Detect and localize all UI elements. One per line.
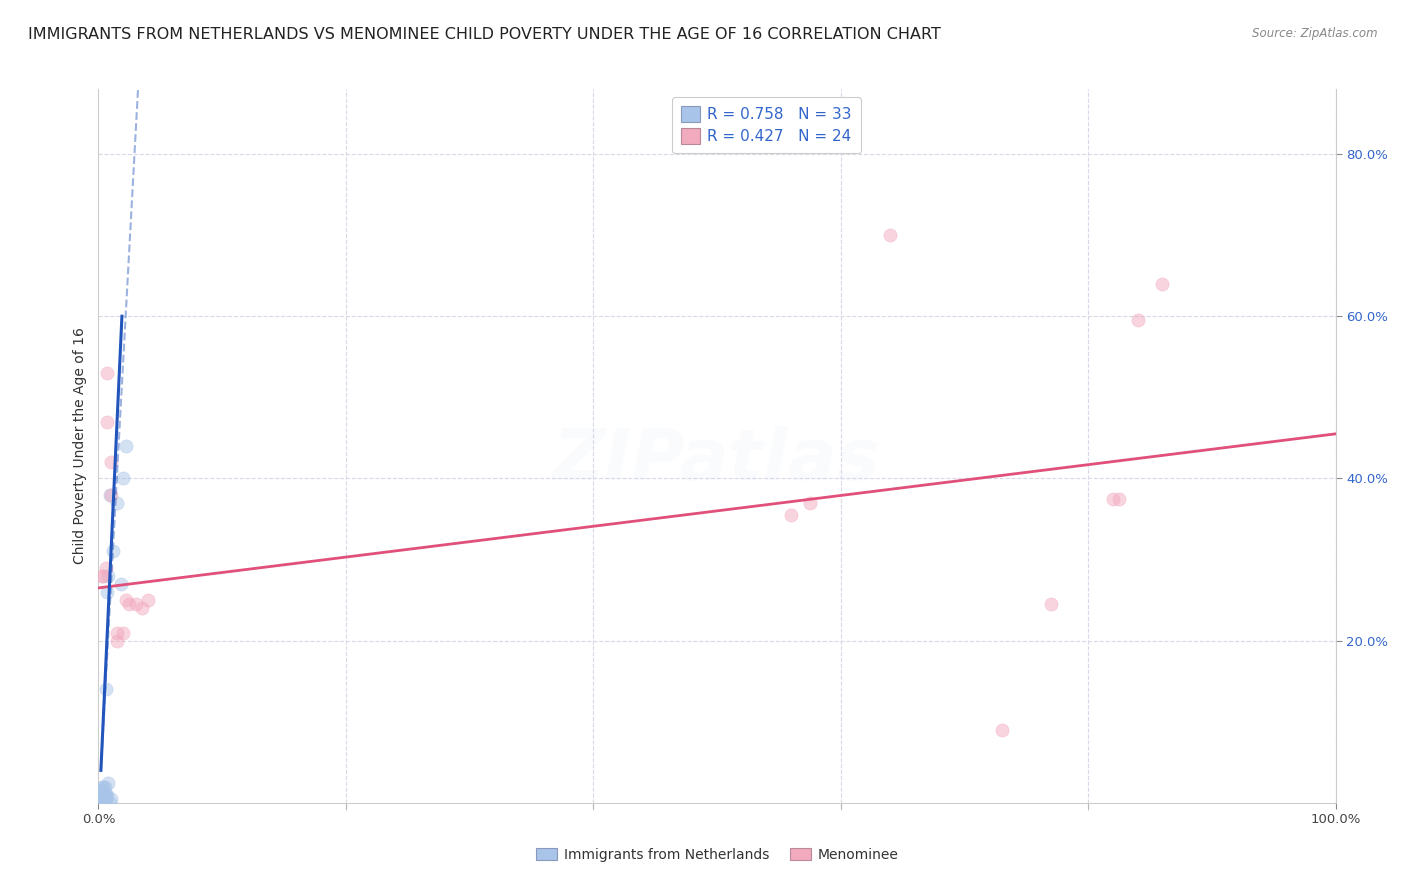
Point: [105, 633, 128, 648]
Point: [97, 775, 120, 789]
Point: [131, 601, 153, 615]
Point: [93, 780, 115, 794]
Point: [91, 568, 114, 582]
Point: [93, 796, 115, 810]
Point: [1108, 491, 1130, 506]
Point: [105, 625, 128, 640]
Text: IMMIGRANTS FROM NETHERLANDS VS MENOMINEE CHILD POVERTY UNDER THE AGE OF 16 CORRE: IMMIGRANTS FROM NETHERLANDS VS MENOMINEE…: [28, 27, 941, 42]
Y-axis label: Child Poverty Under the Age of 16: Child Poverty Under the Age of 16: [73, 327, 87, 565]
Point: [98, 796, 121, 810]
Point: [110, 577, 132, 591]
Point: [93, 568, 115, 582]
Point: [1126, 313, 1149, 327]
Point: [799, 496, 821, 510]
Point: [93, 796, 115, 810]
Point: [93, 791, 115, 805]
Point: [89, 788, 111, 802]
Point: [93, 788, 115, 802]
Point: [94, 788, 117, 802]
Point: [112, 471, 135, 485]
Point: [93, 780, 115, 794]
Point: [96, 585, 118, 599]
Point: [114, 439, 136, 453]
Point: [1152, 277, 1174, 291]
Point: [1102, 491, 1125, 506]
Point: [124, 597, 146, 611]
Point: [1040, 597, 1063, 611]
Point: [97, 568, 120, 582]
Point: [93, 791, 115, 805]
Point: [879, 228, 901, 243]
Point: [91, 780, 114, 794]
Point: [94, 791, 117, 805]
Point: [91, 788, 114, 802]
Point: [100, 455, 122, 469]
Point: [91, 796, 114, 810]
Point: [100, 791, 122, 805]
Point: [112, 625, 135, 640]
Point: [105, 496, 128, 510]
Point: [96, 788, 118, 802]
Text: ZIPatlas: ZIPatlas: [554, 425, 880, 495]
Point: [103, 544, 125, 558]
Point: [96, 366, 118, 380]
Point: [91, 791, 114, 805]
Point: [96, 415, 118, 429]
Point: [90, 783, 112, 797]
Point: [93, 788, 115, 802]
Point: [90, 796, 112, 810]
Point: [990, 723, 1012, 737]
Text: Source: ZipAtlas.com: Source: ZipAtlas.com: [1253, 27, 1378, 40]
Point: [94, 682, 117, 697]
Point: [91, 783, 114, 797]
Point: [780, 508, 803, 522]
Point: [94, 560, 117, 574]
Point: [98, 488, 121, 502]
Point: [89, 791, 111, 805]
Point: [136, 593, 159, 607]
Point: [100, 488, 122, 502]
Point: [90, 791, 112, 805]
Legend: Immigrants from Netherlands, Menominee: Immigrants from Netherlands, Menominee: [530, 842, 904, 867]
Point: [114, 593, 136, 607]
Point: [118, 597, 141, 611]
